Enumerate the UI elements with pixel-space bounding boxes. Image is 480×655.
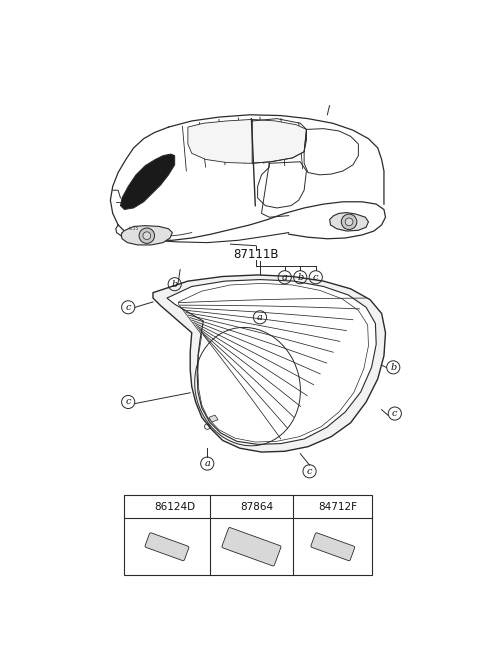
Bar: [124, 495, 372, 575]
Text: c: c: [300, 502, 305, 511]
Text: c: c: [307, 467, 312, 476]
Text: 84712F: 84712F: [318, 502, 357, 512]
Text: 86124D: 86124D: [154, 502, 195, 512]
Circle shape: [139, 228, 155, 244]
FancyBboxPatch shape: [222, 527, 281, 566]
Text: c: c: [125, 398, 131, 407]
Text: a: a: [135, 502, 140, 511]
Text: b: b: [220, 502, 226, 511]
Text: b: b: [390, 363, 396, 372]
Polygon shape: [120, 154, 175, 210]
Text: c: c: [313, 272, 319, 282]
Text: c: c: [125, 303, 131, 312]
FancyBboxPatch shape: [145, 533, 189, 561]
Polygon shape: [209, 415, 218, 422]
Text: 87864: 87864: [240, 502, 274, 512]
Circle shape: [341, 214, 357, 229]
Polygon shape: [330, 213, 369, 231]
Text: c: c: [392, 409, 397, 418]
FancyBboxPatch shape: [311, 533, 355, 561]
Text: 87111B: 87111B: [233, 248, 279, 261]
Polygon shape: [121, 226, 172, 245]
Text: b: b: [297, 272, 303, 282]
Text: a: a: [257, 313, 263, 322]
Text: ix35: ix35: [128, 226, 139, 231]
Text: a: a: [204, 459, 210, 468]
Text: b: b: [171, 280, 178, 289]
Text: a: a: [282, 272, 288, 282]
Circle shape: [345, 218, 353, 226]
Polygon shape: [153, 275, 385, 452]
Polygon shape: [167, 280, 376, 444]
Polygon shape: [188, 119, 306, 163]
Circle shape: [143, 232, 151, 240]
